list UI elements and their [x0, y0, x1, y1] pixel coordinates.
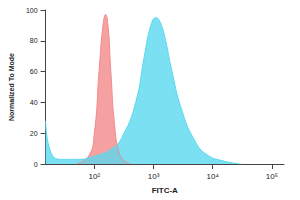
svg-text:0: 0 [34, 161, 38, 168]
svg-text:20: 20 [30, 130, 38, 137]
svg-text:FITC-A: FITC-A [152, 186, 178, 195]
svg-text:80: 80 [30, 37, 38, 44]
svg-text:10³: 10³ [148, 172, 160, 181]
svg-text:Normalized To Mode: Normalized To Mode [8, 53, 15, 121]
svg-text:100: 100 [26, 7, 38, 14]
svg-text:10⁴: 10⁴ [207, 172, 220, 181]
svg-text:10²: 10² [89, 172, 101, 181]
svg-text:40: 40 [30, 99, 38, 106]
svg-text:60: 60 [30, 68, 38, 75]
svg-text:10⁵: 10⁵ [266, 172, 278, 181]
